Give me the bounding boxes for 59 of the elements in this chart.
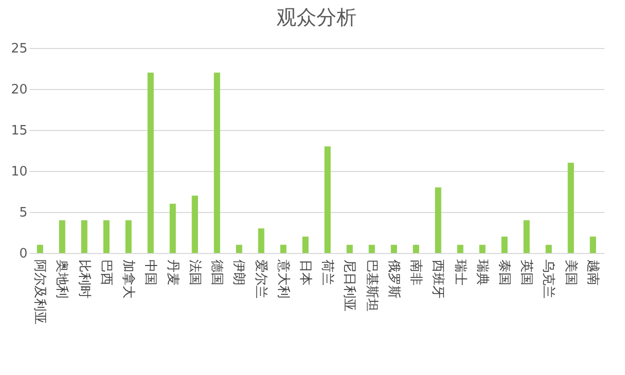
x-tick-label: 巴基斯坦	[364, 260, 379, 312]
bar	[170, 204, 176, 253]
x-tick-label: 中国	[142, 260, 158, 286]
x-tick-label: 日本	[297, 260, 312, 286]
bar	[457, 244, 464, 253]
x-tick-label: 爱尔兰	[253, 260, 268, 298]
bar	[103, 220, 110, 253]
bar	[59, 220, 66, 253]
y-tick-label: 20	[10, 82, 28, 98]
bar	[412, 244, 420, 253]
x-tick-label: 荷兰	[320, 260, 335, 286]
bar	[546, 244, 552, 253]
x-tick-label: 意大利	[275, 258, 290, 298]
bar	[214, 72, 220, 253]
bar	[368, 244, 375, 253]
y-tick-label: 0	[19, 246, 28, 262]
x-tick-label: 越南	[584, 260, 600, 286]
x-tick-label: 英国	[518, 260, 534, 286]
y-tick-label: 15	[10, 124, 28, 138]
bar	[280, 244, 286, 253]
bar	[258, 228, 264, 253]
x-tick-label: 丹麦	[164, 260, 180, 286]
bar	[36, 244, 44, 253]
x-tick-label: 德国	[208, 260, 224, 286]
bar	[324, 146, 331, 253]
x-tick-label: 阿尔及利亚	[32, 260, 48, 324]
bar	[148, 72, 154, 253]
x-tick-label: 法国	[186, 260, 202, 286]
bar	[568, 162, 574, 253]
x-tick-label: 巴西	[98, 260, 114, 286]
bar	[479, 244, 486, 253]
bar	[435, 187, 442, 253]
bar	[302, 236, 309, 253]
bar	[524, 220, 530, 253]
bar	[390, 244, 397, 253]
x-tick-label: 伊朗	[231, 260, 248, 286]
x-tick-label: 瑞典	[474, 260, 490, 286]
bar	[125, 220, 132, 253]
x-tick-label: 西班牙	[430, 260, 446, 298]
y-tick-label: 10	[10, 164, 28, 180]
x-tick-label: 瑞士	[452, 260, 468, 286]
x-tick-label: 奥地利	[54, 260, 70, 298]
y-tick-label: 25	[10, 42, 28, 56]
x-tick-label: 南非	[408, 260, 424, 286]
bar	[501, 236, 508, 253]
y-tick-label: 5	[19, 206, 28, 220]
x-tick-label: 泰国	[496, 260, 512, 286]
x-tick-label: 俄罗斯	[386, 260, 401, 298]
x-tick-label: 比利时	[76, 260, 92, 298]
chart-title: 观众分析	[276, 5, 356, 29]
bar	[590, 236, 596, 253]
x-tick-label: 尼日利亚	[342, 260, 357, 312]
bar	[346, 244, 353, 253]
x-tick-label: 美国	[562, 260, 579, 286]
bar	[192, 196, 198, 253]
bar	[81, 220, 88, 253]
x-tick-label: 加拿大	[120, 260, 136, 298]
bar	[236, 244, 242, 253]
x-tick-label: 乌克兰	[540, 260, 556, 298]
